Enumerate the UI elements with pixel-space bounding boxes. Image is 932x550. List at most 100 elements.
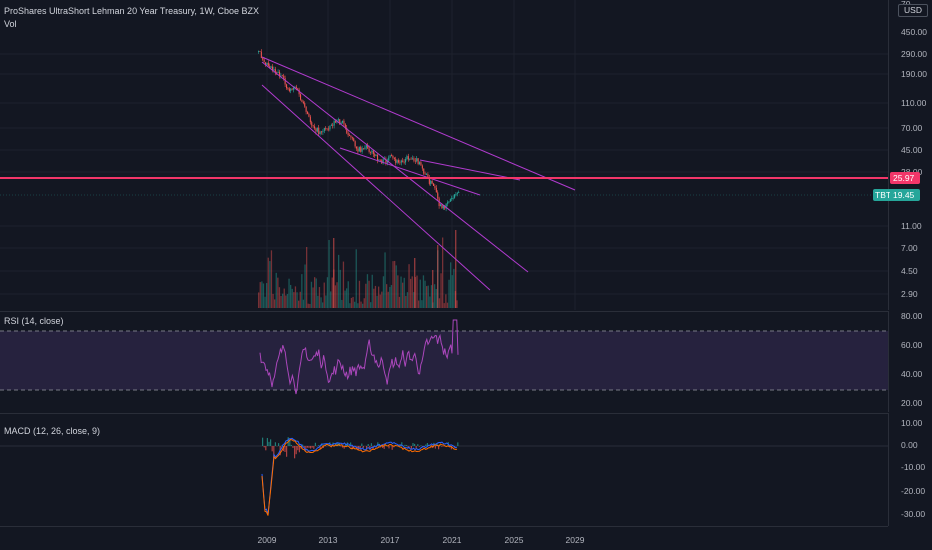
macd-histogram-bar [313, 446, 315, 449]
volume-bar [325, 295, 327, 308]
price-candle [307, 111, 309, 114]
price-candle [393, 157, 395, 159]
price-candle [430, 180, 432, 184]
volume-bar [314, 277, 316, 308]
price-candle [347, 132, 349, 136]
price-candle [323, 127, 325, 131]
time-tick: 2009 [257, 535, 277, 545]
macd-scale[interactable]: 10.00 0.00 -10.00 -20.00 -30.00 [888, 413, 932, 526]
price-candle [434, 186, 436, 188]
price-candle [370, 151, 372, 153]
macd-histogram-bar [450, 446, 452, 450]
volume-bar [429, 296, 431, 308]
volume-bar [330, 291, 332, 308]
macd-histogram-bar [407, 446, 409, 449]
price-candle [412, 158, 414, 160]
price-candle [322, 130, 324, 133]
last-price-symbol-badge: TBT [873, 189, 894, 201]
macd-histogram-bar [391, 446, 393, 450]
macd-histogram-bar [414, 443, 416, 446]
price-candle [414, 160, 416, 162]
price-candle [360, 147, 362, 152]
volume-bar [371, 274, 373, 308]
macd-chart-canvas[interactable] [0, 414, 888, 527]
price-candle [364, 147, 366, 150]
volume-bar [288, 278, 290, 308]
price-scale[interactable]: 70 450.00 290.00 190.00 110.00 70.00 45.… [888, 0, 932, 310]
chart-title: ProShares UltraShort Lehman 20 Year Trea… [4, 6, 259, 16]
price-candle [421, 165, 423, 169]
volume-bar [390, 285, 393, 308]
volume-bar [408, 264, 410, 308]
price-tick: 11.00 [901, 221, 922, 231]
volume-bar [267, 257, 269, 308]
rsi-tick: 40.00 [901, 369, 923, 379]
macd-histogram-bar [297, 446, 299, 451]
macd-tick: -30.00 [901, 509, 926, 519]
volume-bar [430, 285, 433, 308]
time-tick: 2017 [380, 535, 400, 545]
price-candle [305, 106, 307, 112]
price-candle [260, 51, 262, 59]
rsi-line [259, 319, 459, 395]
price-candle [431, 180, 433, 184]
price-candle [326, 128, 328, 130]
price-tick: 290.00 [901, 49, 927, 59]
macd-histogram-bar [374, 445, 376, 446]
time-axis[interactable]: 2009 2013 2017 2021 2025 2029 [0, 526, 888, 550]
volume-bar [435, 288, 437, 308]
price-candle [396, 160, 398, 163]
macd-tick: -20.00 [901, 486, 926, 496]
volume-bar [358, 280, 361, 308]
volume-bar [307, 303, 309, 308]
price-candle [274, 69, 276, 73]
price-candle [454, 194, 456, 198]
time-tick: 2013 [318, 535, 338, 545]
price-candle [455, 193, 457, 195]
macd-histogram-bar [404, 444, 406, 446]
rsi-scale[interactable]: 80.00 60.00 40.00 20.00 [888, 311, 932, 412]
macd-histogram-bar [273, 446, 275, 459]
price-candle [435, 187, 437, 193]
price-candle [379, 159, 381, 161]
volume-bar [397, 275, 399, 308]
macd-pane[interactable]: MACD (12, 26, close, 9) [0, 413, 888, 526]
macd-histogram-bar [268, 441, 270, 446]
price-candle [406, 156, 408, 160]
price-candle [258, 51, 260, 52]
trendline [261, 84, 491, 291]
volume-bar [418, 300, 420, 308]
price-candle [372, 150, 374, 155]
price-tick: 190.00 [901, 69, 927, 79]
last-price-badge: 19.45 [890, 189, 920, 201]
volume-bar [394, 260, 396, 308]
price-candle [273, 69, 275, 71]
volume-bar [368, 280, 370, 308]
price-candle [409, 158, 411, 160]
price-candle [417, 158, 419, 164]
time-tick: 2029 [565, 535, 585, 545]
currency-button[interactable]: USD [898, 4, 928, 17]
volume-bar [285, 295, 287, 308]
volume-bar [419, 279, 421, 308]
price-chart-canvas[interactable] [0, 0, 888, 310]
rsi-pane[interactable]: RSI (14, close) [0, 311, 888, 412]
volume-bar [283, 288, 285, 308]
macd-histogram-bar [388, 446, 390, 449]
macd-histogram-bar [441, 446, 443, 447]
volume-bar [421, 300, 423, 308]
volume-bar [336, 282, 338, 308]
volume-bar [322, 302, 324, 308]
macd-histogram-bar [292, 446, 294, 448]
volume-bar [278, 287, 281, 308]
price-candle [349, 135, 351, 136]
volume-bar [272, 293, 274, 308]
price-candle [276, 72, 278, 74]
volume-bar [384, 252, 386, 308]
rsi-chart-canvas[interactable] [0, 312, 888, 413]
volume-bar [405, 295, 407, 308]
price-pane[interactable]: ProShares UltraShort Lehman 20 Year Trea… [0, 0, 888, 310]
volume-bar [402, 282, 404, 308]
volume-bar [366, 274, 369, 308]
macd-histogram-bar [369, 446, 371, 449]
